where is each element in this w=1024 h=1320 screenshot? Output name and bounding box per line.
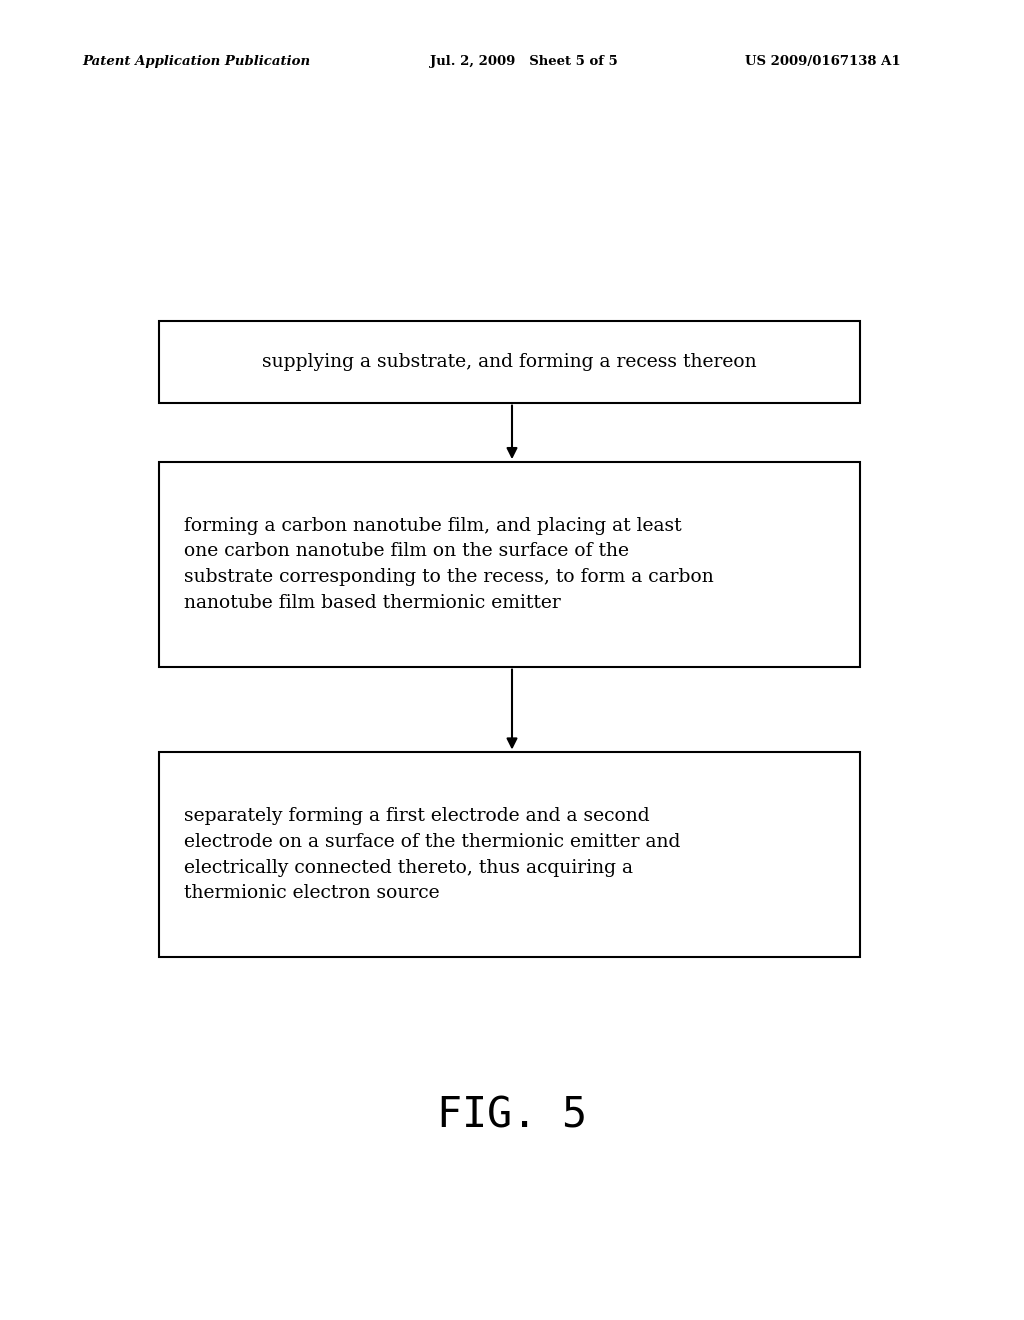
Text: US 2009/0167138 A1: US 2009/0167138 A1 <box>745 55 901 69</box>
Text: forming a carbon nanotube film, and placing at least
one carbon nanotube film on: forming a carbon nanotube film, and plac… <box>184 516 714 612</box>
FancyBboxPatch shape <box>159 321 860 403</box>
Text: separately forming a first electrode and a second
electrode on a surface of the : separately forming a first electrode and… <box>184 807 681 903</box>
FancyBboxPatch shape <box>159 752 860 957</box>
FancyBboxPatch shape <box>159 462 860 667</box>
Text: FIG. 5: FIG. 5 <box>437 1094 587 1137</box>
Text: Jul. 2, 2009   Sheet 5 of 5: Jul. 2, 2009 Sheet 5 of 5 <box>430 55 617 69</box>
Text: Patent Application Publication: Patent Application Publication <box>82 55 310 69</box>
Text: supplying a substrate, and forming a recess thereon: supplying a substrate, and forming a rec… <box>262 352 757 371</box>
